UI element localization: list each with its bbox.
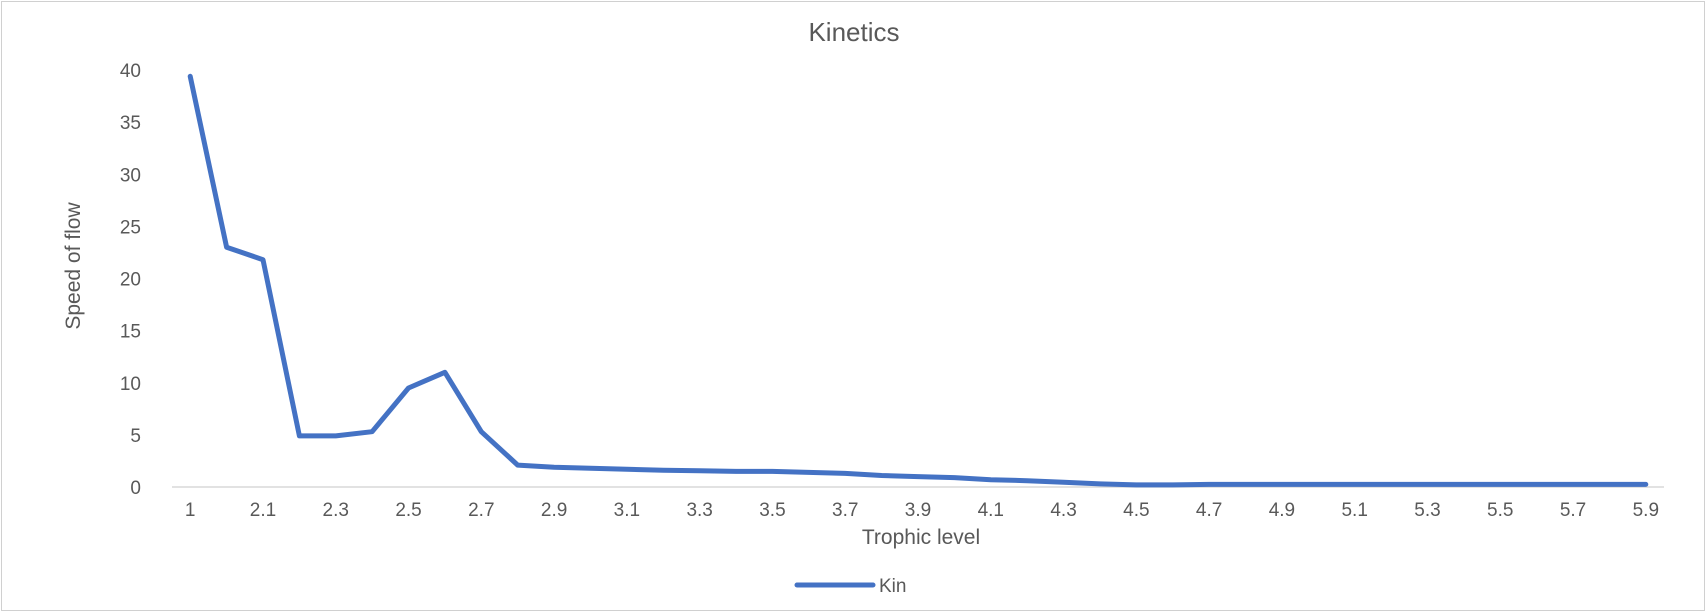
data-point: [1024, 478, 1030, 484]
data-point: [369, 429, 375, 435]
x-tick-label: 5.1: [1341, 500, 1367, 521]
x-tick-label: 3.7: [832, 500, 858, 521]
x-tick-label: 2.7: [468, 500, 494, 521]
data-point: [806, 469, 812, 475]
x-tick-label: 3.5: [759, 500, 785, 521]
data-point: [697, 468, 703, 474]
data-point: [1133, 482, 1139, 488]
data-point: [515, 462, 521, 468]
data-point: [187, 73, 193, 79]
data-point: [1534, 481, 1540, 487]
y-tick-label: 35: [120, 113, 141, 134]
data-point: [333, 433, 339, 439]
data-point: [587, 465, 593, 471]
data-point: [224, 244, 230, 250]
x-tick-label: 5.7: [1560, 500, 1586, 521]
x-tick-label: 2.5: [395, 500, 421, 521]
data-point: [624, 466, 630, 472]
x-tick-label: 4.3: [1050, 500, 1076, 521]
data-point: [951, 475, 957, 481]
x-tick-label: 5.3: [1414, 500, 1440, 521]
y-tick-label: 40: [120, 61, 141, 82]
data-point: [1279, 481, 1285, 487]
series-group: [187, 73, 1649, 488]
data-point: [296, 433, 302, 439]
data-point: [478, 429, 484, 435]
data-point: [1643, 481, 1649, 487]
y-axis-tick-labels: 0 5 10 15 20 25 30 35 40: [120, 61, 141, 499]
x-axis-tick-labels: 1 2.1 2.3 2.5 2.7 2.9 3.1 3.3 3.5 3.7 3.9 4.1 4.3 4.5…: [185, 500, 1659, 521]
data-point: [1570, 481, 1576, 487]
data-point: [1388, 481, 1394, 487]
chart-title: Kinetics: [808, 17, 899, 47]
y-tick-label: 0: [130, 478, 141, 499]
x-tick-label: 3.9: [905, 500, 931, 521]
data-point: [1170, 482, 1176, 488]
x-tick-label: 4.5: [1123, 500, 1149, 521]
legend: Kin: [794, 576, 906, 597]
x-tick-label: 2.3: [323, 500, 349, 521]
data-point: [1461, 481, 1467, 487]
data-point: [1061, 479, 1067, 485]
y-axis-title: Speed of flow: [62, 202, 85, 330]
data-point: [915, 474, 921, 480]
x-tick-label: 3.1: [614, 500, 640, 521]
data-point: [879, 473, 885, 479]
data-point: [1424, 481, 1430, 487]
x-tick-label: 3.3: [686, 500, 712, 521]
x-tick-label: 4.1: [978, 500, 1004, 521]
data-point: [1206, 481, 1212, 487]
data-point: [442, 369, 448, 375]
x-tick-label: 4.9: [1269, 500, 1295, 521]
series-line-kin: [187, 73, 1649, 488]
x-tick-label: 5.5: [1487, 500, 1513, 521]
y-tick-label: 25: [120, 217, 141, 238]
data-point: [551, 464, 557, 470]
data-point: [733, 468, 739, 474]
x-tick-label: 5.9: [1633, 500, 1659, 521]
legend-label-kin: Kin: [879, 576, 906, 597]
y-tick-label: 20: [120, 270, 141, 291]
data-point: [988, 477, 994, 483]
x-tick-label: 4.7: [1196, 500, 1222, 521]
data-point: [260, 257, 266, 263]
data-point: [1497, 481, 1503, 487]
data-point: [769, 468, 775, 474]
data-point: [1606, 481, 1612, 487]
x-axis-title: Trophic level: [862, 526, 980, 549]
data-point: [1352, 481, 1358, 487]
y-tick-label: 15: [120, 322, 141, 343]
x-tick-label: 1: [185, 500, 196, 521]
data-point: [1097, 481, 1103, 487]
data-point: [842, 470, 848, 476]
y-tick-label: 5: [130, 426, 141, 447]
data-point: [406, 385, 412, 391]
data-point: [1243, 481, 1249, 487]
x-tick-label: 2.1: [250, 500, 276, 521]
data-point: [660, 467, 666, 473]
y-tick-label: 30: [120, 165, 141, 186]
data-point: [1315, 481, 1321, 487]
x-tick-label: 2.9: [541, 500, 567, 521]
y-tick-label: 10: [120, 374, 141, 395]
